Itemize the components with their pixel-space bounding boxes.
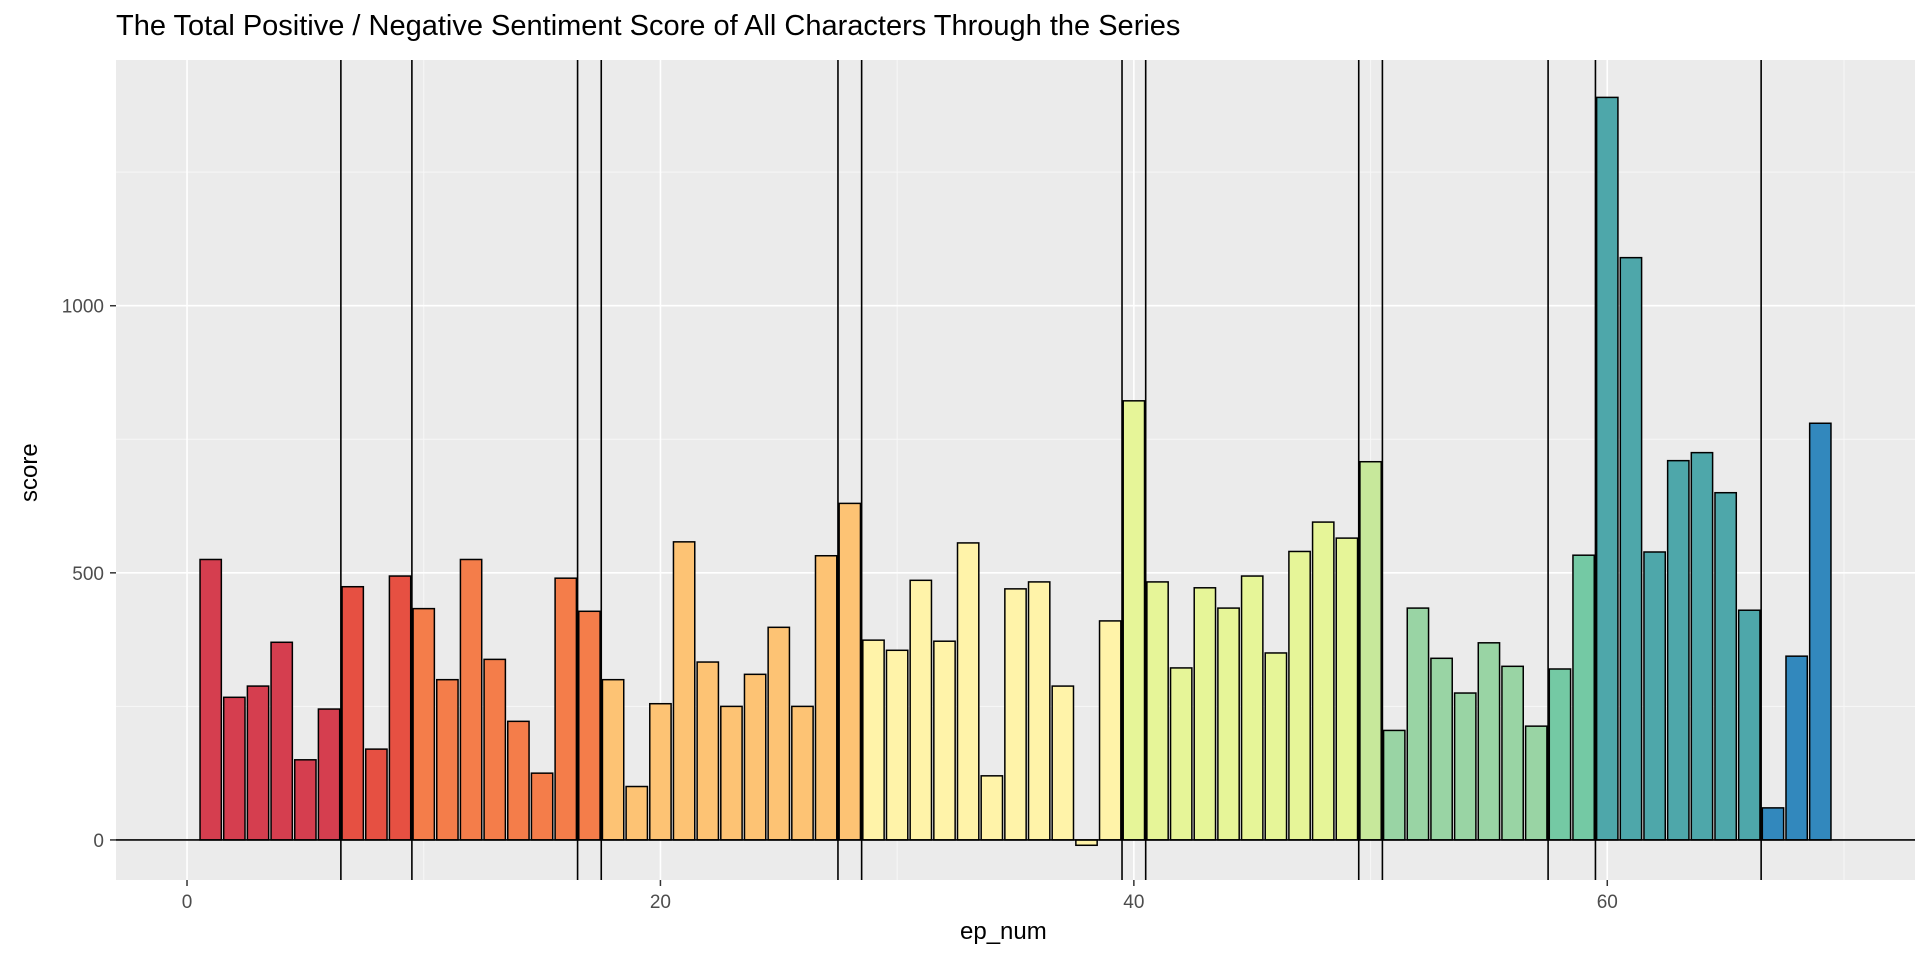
bar xyxy=(412,607,436,841)
bar xyxy=(601,678,625,841)
bar xyxy=(1785,655,1809,841)
bar xyxy=(199,558,223,841)
bar xyxy=(1169,667,1193,841)
bar xyxy=(1335,537,1359,841)
x-tick-label: 60 xyxy=(1597,892,1618,913)
bar xyxy=(1146,581,1169,841)
bar xyxy=(1288,550,1311,841)
bar xyxy=(507,720,530,841)
bar xyxy=(459,558,483,841)
x-tick-label: 40 xyxy=(1123,892,1144,913)
bar xyxy=(649,702,672,841)
bar xyxy=(530,772,554,841)
bar xyxy=(909,579,933,841)
bar xyxy=(554,577,578,841)
bar xyxy=(317,708,341,841)
bar xyxy=(1051,685,1075,841)
bar xyxy=(1264,652,1288,841)
bar xyxy=(672,541,696,841)
x-tick-label: 0 xyxy=(182,892,193,913)
bar xyxy=(1477,642,1501,841)
bar xyxy=(1311,521,1335,841)
bar xyxy=(980,775,1004,841)
bar xyxy=(1240,575,1264,841)
bar xyxy=(388,575,412,841)
bar xyxy=(364,748,388,841)
bar xyxy=(743,673,767,841)
y-tick-label: 1000 xyxy=(62,297,104,318)
bar xyxy=(838,502,862,841)
bar xyxy=(1453,692,1477,841)
bar xyxy=(1690,451,1714,841)
x-tick-label: 20 xyxy=(650,892,671,913)
bar xyxy=(1501,665,1524,841)
bar xyxy=(1004,588,1027,841)
bar xyxy=(1193,587,1217,841)
x-axis-label: ep_num xyxy=(960,918,1047,945)
bar xyxy=(791,705,814,841)
bar xyxy=(1406,607,1430,841)
bar xyxy=(270,641,294,841)
bar xyxy=(1359,460,1382,841)
bar xyxy=(1595,96,1619,841)
bar xyxy=(1619,256,1643,841)
bar xyxy=(862,639,885,841)
bar xyxy=(814,554,838,841)
season-break-lines xyxy=(340,60,1762,880)
bar xyxy=(222,696,246,841)
bar xyxy=(696,661,720,841)
axis-ticks: 0 20 40 60 0 500 1000 xyxy=(62,297,1618,913)
bar xyxy=(1098,620,1122,841)
bar xyxy=(1643,551,1667,841)
bar xyxy=(1122,400,1146,841)
bar xyxy=(956,542,980,841)
bar xyxy=(720,705,743,841)
bar xyxy=(1430,657,1453,841)
bar xyxy=(885,649,909,841)
bar xyxy=(1761,807,1785,841)
bar xyxy=(1808,422,1832,841)
bar xyxy=(933,640,956,841)
chart-title: The Total Positive / Negative Sentiment … xyxy=(116,10,1181,42)
y-tick-label: 0 xyxy=(93,831,104,852)
bar xyxy=(767,626,791,841)
y-tick-label: 500 xyxy=(72,564,104,585)
bar xyxy=(293,759,317,841)
bar xyxy=(1524,725,1548,841)
bar xyxy=(1075,839,1098,847)
bar xyxy=(1548,668,1572,841)
bar xyxy=(246,685,270,841)
bar xyxy=(1217,607,1240,841)
bar xyxy=(1572,554,1596,841)
bar xyxy=(341,585,365,841)
bar xyxy=(625,785,649,841)
bar xyxy=(483,658,507,841)
bar xyxy=(1714,491,1738,841)
bar xyxy=(578,610,601,841)
bars xyxy=(199,96,1832,847)
bar xyxy=(1666,459,1690,841)
bar xyxy=(1027,581,1051,841)
bar xyxy=(1382,729,1406,841)
bar xyxy=(435,678,459,841)
bar xyxy=(1737,609,1761,841)
